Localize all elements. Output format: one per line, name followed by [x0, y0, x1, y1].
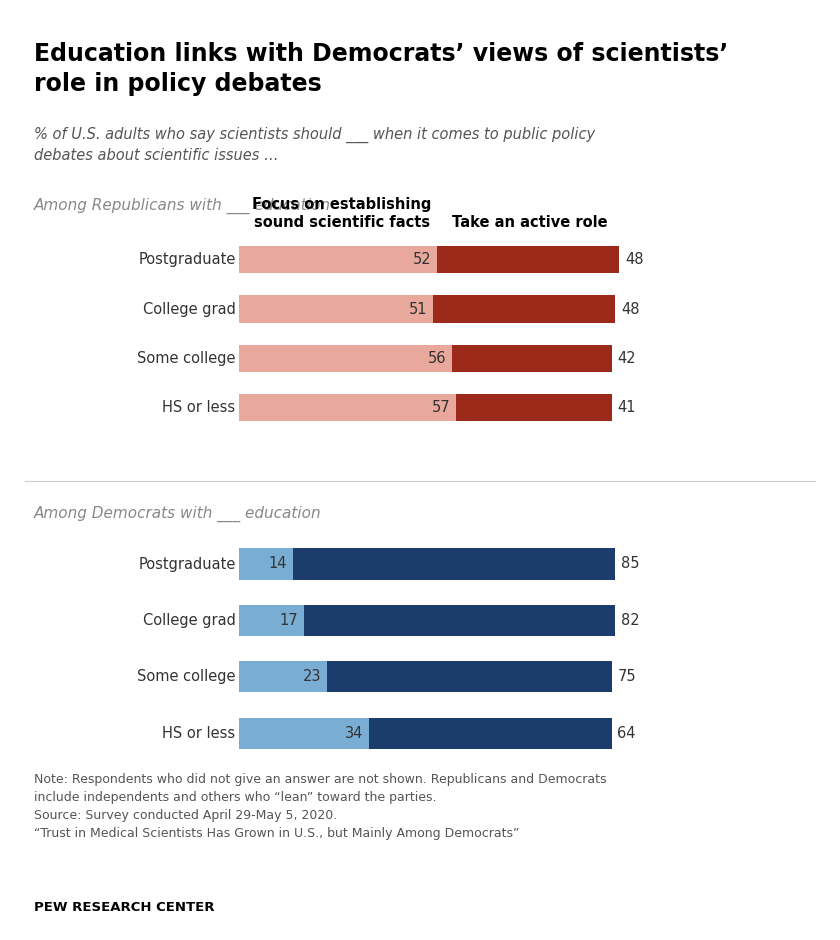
Text: 14: 14: [268, 556, 287, 572]
Bar: [239, 345, 452, 372]
Text: 52: 52: [412, 252, 431, 267]
Text: Among Democrats with ___ education: Among Democrats with ___ education: [34, 506, 321, 522]
Bar: [239, 718, 369, 748]
Bar: [239, 246, 437, 274]
Text: Postgraduate: Postgraduate: [139, 556, 235, 572]
Text: 64: 64: [617, 726, 636, 741]
Bar: [456, 394, 612, 421]
Text: 75: 75: [617, 669, 636, 684]
Text: Among Republicans with ___ education: Among Republicans with ___ education: [34, 197, 331, 213]
Text: HS or less: HS or less: [162, 400, 235, 415]
Text: Education links with Democrats’ views of scientists’
role in policy debates: Education links with Democrats’ views of…: [34, 42, 727, 96]
Text: 85: 85: [621, 556, 639, 572]
Text: College grad: College grad: [143, 613, 235, 628]
Bar: [239, 605, 304, 635]
Bar: [437, 246, 619, 274]
Text: % of U.S. adults who say scientists should ___ when it comes to public policy
de: % of U.S. adults who say scientists shou…: [34, 127, 595, 163]
Text: 23: 23: [302, 669, 321, 684]
Text: 48: 48: [621, 302, 639, 317]
Bar: [239, 549, 292, 579]
Text: 48: 48: [625, 252, 643, 267]
Bar: [304, 605, 616, 635]
Text: 41: 41: [617, 400, 636, 415]
Bar: [239, 394, 456, 421]
Text: Some college: Some college: [137, 669, 235, 684]
Bar: [452, 345, 612, 372]
Text: Take an active role: Take an active role: [452, 215, 607, 230]
Text: Note: Respondents who did not give an answer are not shown. Republicans and Demo: Note: Respondents who did not give an an…: [34, 773, 606, 839]
Text: PEW RESEARCH CENTER: PEW RESEARCH CENTER: [34, 901, 214, 914]
Text: Focus on establishing
sound scientific facts: Focus on establishing sound scientific f…: [252, 196, 432, 230]
Text: College grad: College grad: [143, 302, 235, 317]
Text: 57: 57: [432, 400, 450, 415]
Text: 42: 42: [617, 351, 636, 366]
Bar: [292, 549, 616, 579]
Bar: [433, 295, 616, 322]
Text: 82: 82: [621, 613, 640, 628]
Text: 17: 17: [280, 613, 298, 628]
Bar: [327, 662, 612, 692]
Text: 51: 51: [409, 302, 428, 317]
Bar: [239, 295, 433, 322]
Text: Some college: Some college: [137, 351, 235, 366]
Text: Postgraduate: Postgraduate: [139, 252, 235, 267]
Bar: [369, 718, 612, 748]
Text: HS or less: HS or less: [162, 726, 235, 741]
Text: 56: 56: [428, 351, 446, 366]
Text: 34: 34: [344, 726, 363, 741]
Bar: [239, 662, 327, 692]
